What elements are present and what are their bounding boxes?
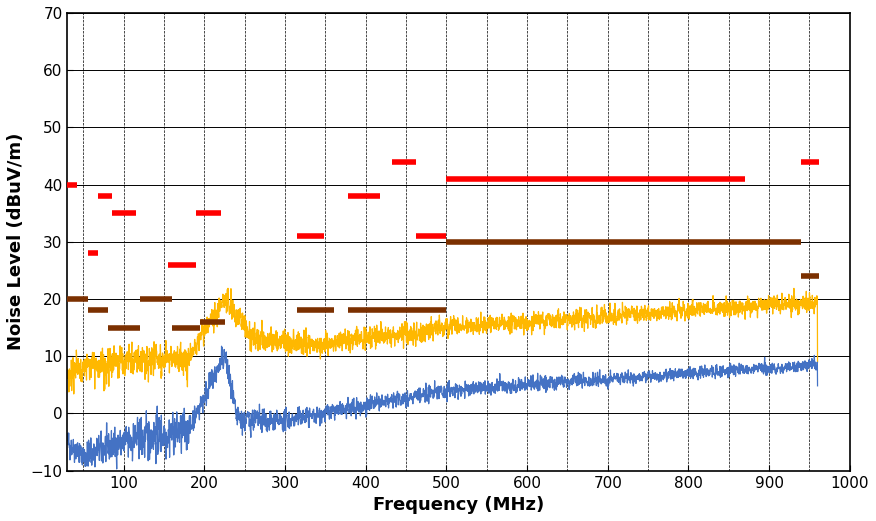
- X-axis label: Frequency (MHz): Frequency (MHz): [373, 496, 544, 514]
- Y-axis label: Noise Level (dBuV/m): Noise Level (dBuV/m): [7, 133, 25, 351]
